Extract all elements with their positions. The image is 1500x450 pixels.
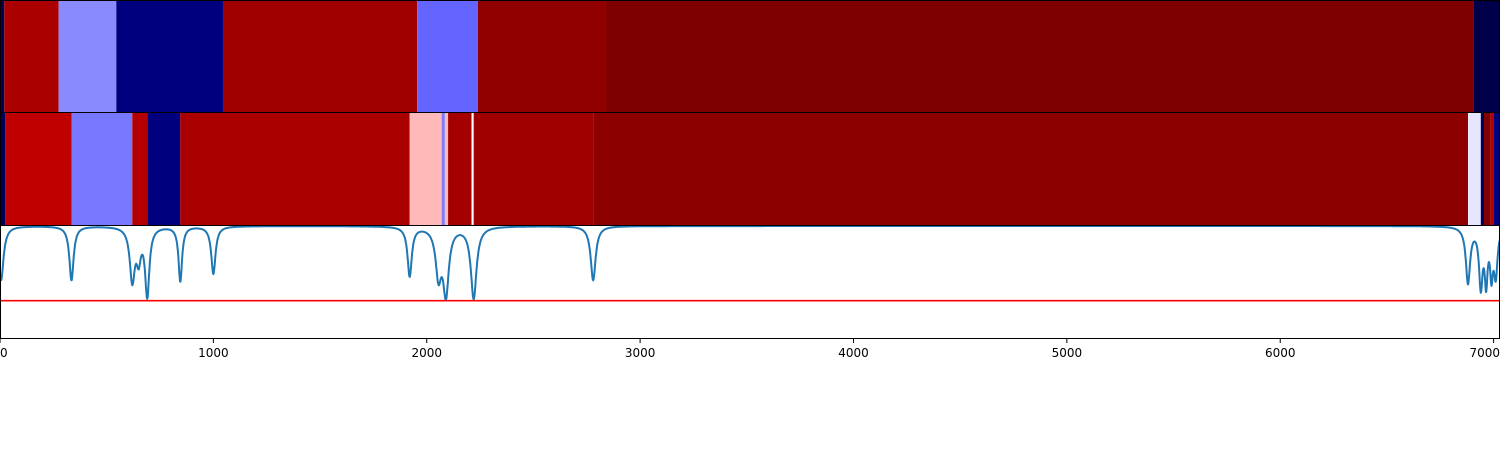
top-strip-segment-2 xyxy=(58,1,117,112)
middle-heatmap-strip xyxy=(0,113,1500,225)
x-axis: 0 1000 2000 3000 4000 5000 6000 7000 xyxy=(0,338,1500,360)
middle-strip-segment-11 xyxy=(473,113,594,225)
middle-strip-segment-9 xyxy=(448,113,472,225)
bottom-line-plot xyxy=(0,225,1500,338)
top-strip-segment-7 xyxy=(605,1,1474,112)
middle-strip-segment-2 xyxy=(71,113,133,225)
x-tick-label-3000: 3000 xyxy=(625,346,656,360)
x-tick-label-5000: 5000 xyxy=(1052,346,1083,360)
x-tick-label-4000: 4000 xyxy=(838,346,869,360)
middle-strip-segment-16 xyxy=(1490,113,1494,225)
x-tick-label-7000: 7000 xyxy=(1469,346,1500,360)
x-tick-label-1000: 1000 xyxy=(198,346,229,360)
top-strip-segment-4 xyxy=(222,1,418,112)
x-tick-label-0: 0 xyxy=(0,346,8,360)
top-strip-segment-6 xyxy=(477,1,606,112)
top-strip-segment-1 xyxy=(4,1,59,112)
top-heatmap-strip xyxy=(0,1,1500,112)
x-tick-label-2000: 2000 xyxy=(411,346,442,360)
top-strip-segment-8 xyxy=(1473,1,1500,112)
top-strip-segment-0 xyxy=(0,1,5,112)
top-strip-segment-3 xyxy=(116,1,223,112)
middle-strip-segment-5 xyxy=(180,113,410,225)
middle-strip-segment-6 xyxy=(409,113,442,225)
x-tick-label-6000: 6000 xyxy=(1265,346,1296,360)
middle-strip-segment-12 xyxy=(593,113,1468,225)
middle-strip-segment-13 xyxy=(1467,113,1481,225)
middle-strip-segment-17 xyxy=(1493,113,1500,225)
middle-strip-segment-7 xyxy=(441,113,445,225)
middle-strip-segment-10 xyxy=(471,113,474,225)
middle-strip-segment-1 xyxy=(5,113,72,225)
middle-strip-segment-8 xyxy=(444,113,449,225)
middle-strip-segment-0 xyxy=(0,113,6,225)
top-strip-segment-5 xyxy=(417,1,478,112)
plot-background xyxy=(0,226,1500,338)
middle-strip-segment-4 xyxy=(147,113,181,225)
middle-strip-segment-3 xyxy=(132,113,148,225)
middle-strip-segment-15 xyxy=(1484,113,1491,225)
middle-strip-segment-14 xyxy=(1480,113,1484,225)
